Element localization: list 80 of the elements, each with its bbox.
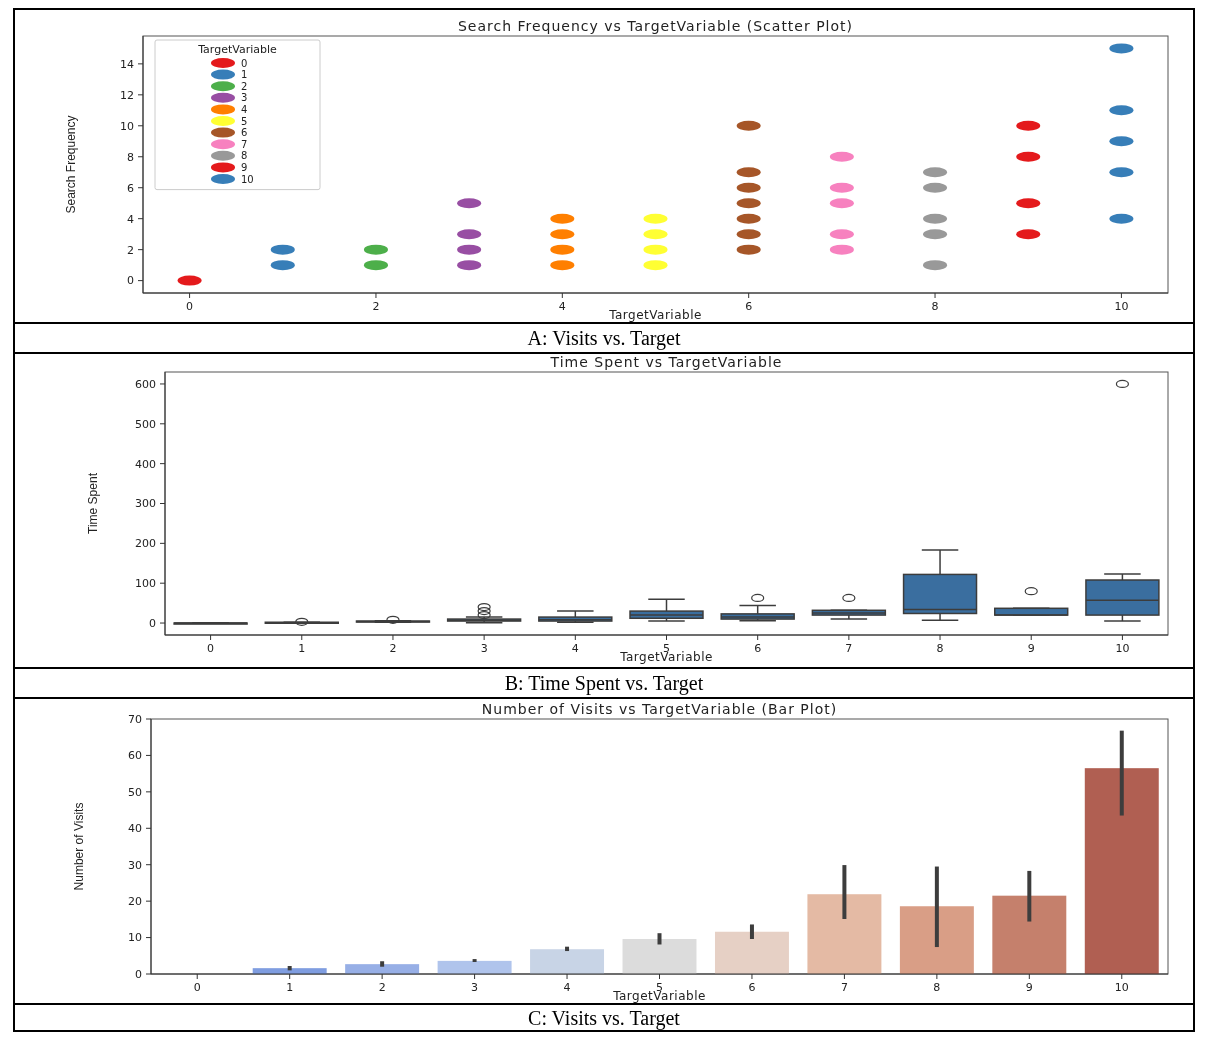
x-tick-label: 0 — [186, 300, 194, 313]
chart-title: Search Frequency vs TargetVariable (Scatter Plot) — [457, 18, 854, 34]
x-tick-label: 0 — [207, 642, 215, 655]
y-tick-label: 500 — [135, 417, 156, 431]
bar — [992, 895, 1067, 974]
bar — [899, 906, 974, 974]
x-tick-label: 4 — [563, 981, 571, 994]
y-tick-label: 400 — [135, 457, 156, 471]
x-tick-label: 8 — [931, 300, 939, 313]
x-tick-label: 6 — [754, 642, 762, 655]
chart-title: Time Spent vs TargetVariable — [549, 354, 783, 370]
x-tick-label: 6 — [745, 300, 753, 313]
bar — [807, 894, 882, 974]
legend-title: TargetVariable — [197, 43, 278, 56]
y-tick-label: 14 — [120, 57, 134, 71]
x-tick-label: 1 — [286, 981, 294, 994]
x-tick-label: 10 — [1114, 300, 1129, 313]
x-tick-label: 0 — [193, 981, 201, 994]
legend-label: 10 — [241, 173, 254, 185]
x-tick-label: 3 — [480, 642, 488, 655]
x-tick-label: 7 — [845, 642, 853, 655]
x-tick-label: 6 — [748, 981, 756, 994]
legend-label: 4 — [241, 103, 248, 115]
y-tick-label: 10 — [128, 931, 142, 945]
x-tick-label: 10 — [1114, 981, 1129, 994]
x-tick-label: 2 — [378, 981, 386, 994]
y-tick-label: 0 — [127, 274, 134, 288]
y-tick-label: 8 — [127, 150, 134, 164]
x-tick-label: 2 — [389, 642, 397, 655]
y-tick-label: 70 — [128, 712, 142, 726]
y-tick-label: 200 — [135, 537, 156, 551]
legend-label: 6 — [241, 127, 248, 139]
bar — [714, 931, 789, 974]
x-tick-label: 1 — [298, 642, 306, 655]
chart-title: Number of Visits vs TargetVariable (Bar Plot) — [481, 701, 838, 717]
legend-label: 3 — [241, 92, 248, 104]
legend-label: 5 — [241, 115, 248, 127]
legend-label: 7 — [241, 138, 248, 150]
bar — [622, 939, 697, 974]
legend-label: 1 — [241, 69, 248, 81]
x-tick-label: 4 — [571, 642, 579, 655]
legend-label: 9 — [241, 161, 248, 173]
y-tick-label: 12 — [120, 88, 134, 102]
y-tick-label: 50 — [128, 785, 142, 799]
text: B: Time Spent vs. Target — [504, 672, 704, 695]
x-axis-title: TargetVariable — [608, 308, 702, 322]
y-tick-label: 2 — [127, 243, 134, 257]
y-tick-label: 30 — [128, 858, 142, 872]
x-tick-label: 10 — [1115, 642, 1130, 655]
text: C: Visits vs. Target — [528, 1007, 681, 1030]
y-tick-label: 600 — [135, 377, 156, 391]
x-tick-label: 3 — [471, 981, 479, 994]
y-tick-label: 10 — [120, 119, 134, 133]
y-tick-label: 4 — [127, 212, 134, 226]
x-tick-label: 4 — [558, 300, 566, 313]
y-axis-title: Number of Visits — [72, 802, 86, 891]
x-tick-label: 2 — [372, 300, 380, 313]
legend-label: 2 — [241, 80, 248, 92]
x-tick-label: 9 — [1027, 642, 1035, 655]
y-tick-label: 20 — [128, 894, 142, 908]
x-tick-label: 9 — [1025, 981, 1033, 994]
y-tick-label: 300 — [135, 497, 156, 511]
y-tick-label: 0 — [135, 967, 142, 981]
bar — [1084, 768, 1159, 974]
bar — [530, 949, 605, 974]
y-tick-label: 60 — [128, 749, 142, 763]
y-tick-label: 100 — [135, 577, 156, 591]
x-tick-label: 7 — [840, 981, 848, 994]
bar — [345, 964, 420, 974]
legend-label: 8 — [241, 150, 248, 162]
y-tick-label: 40 — [128, 822, 142, 836]
x-tick-label: 8 — [933, 981, 941, 994]
legend-label: 0 — [241, 57, 248, 69]
y-tick-label: 6 — [127, 181, 134, 195]
x-tick-label: 8 — [936, 642, 944, 655]
text: A: Visits vs. Target — [527, 327, 681, 350]
y-axis-title: Search Frequency — [64, 115, 78, 214]
y-axis-title: Time Spent — [86, 472, 100, 534]
bar — [437, 960, 512, 974]
y-tick-label: 0 — [149, 616, 156, 630]
